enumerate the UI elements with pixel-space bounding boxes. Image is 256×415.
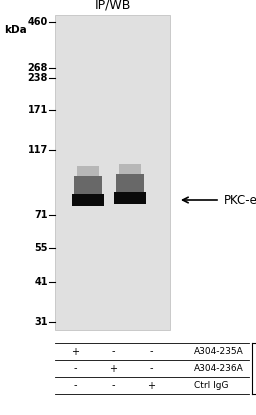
Bar — [74, 176, 102, 194]
Text: IP/WB: IP/WB — [94, 0, 131, 12]
Bar — [114, 192, 146, 204]
Bar — [55, 15, 170, 330]
Text: 460: 460 — [28, 17, 48, 27]
Text: kDa: kDa — [4, 25, 27, 35]
Text: 31: 31 — [35, 317, 48, 327]
Text: -: - — [111, 381, 115, 391]
Bar — [72, 194, 104, 206]
Bar — [119, 164, 141, 174]
Text: 171: 171 — [28, 105, 48, 115]
Text: 41: 41 — [35, 277, 48, 287]
Text: A304-236A: A304-236A — [194, 364, 244, 373]
Text: 117: 117 — [28, 145, 48, 155]
Text: A304-235A: A304-235A — [194, 347, 244, 356]
Text: -: - — [111, 347, 115, 356]
Bar — [116, 174, 144, 192]
Text: -: - — [73, 381, 77, 391]
Text: +: + — [147, 381, 155, 391]
Text: -: - — [149, 364, 153, 374]
Text: +: + — [71, 347, 79, 356]
Text: 268: 268 — [28, 63, 48, 73]
Text: Ctrl IgG: Ctrl IgG — [194, 381, 229, 390]
Text: PKC-eta: PKC-eta — [224, 193, 256, 207]
Text: -: - — [149, 347, 153, 356]
Bar — [77, 166, 99, 176]
Text: 55: 55 — [35, 243, 48, 253]
Text: -: - — [73, 364, 77, 374]
Text: 71: 71 — [35, 210, 48, 220]
Text: 238: 238 — [28, 73, 48, 83]
Text: +: + — [109, 364, 117, 374]
